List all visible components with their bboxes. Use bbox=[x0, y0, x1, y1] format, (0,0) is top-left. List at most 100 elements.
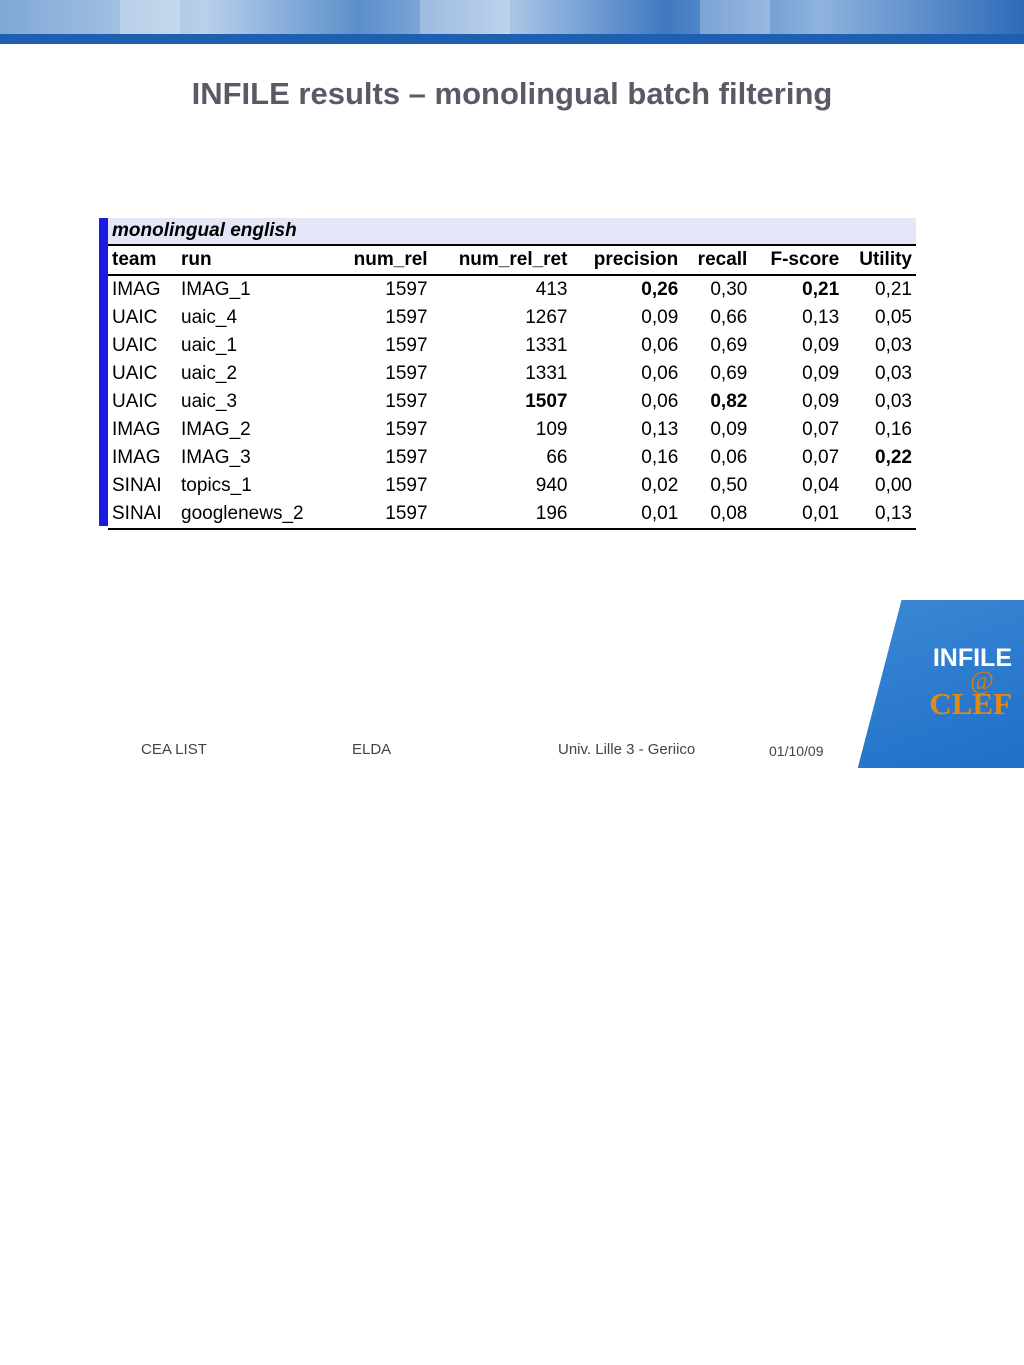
cell-precision: 0,01 bbox=[571, 500, 683, 530]
table-header-row: team run num_rel num_rel_ret precision r… bbox=[108, 245, 916, 276]
table-row: UAIC uaic_2 1597 1331 0,06 0,69 0,09 0,0… bbox=[108, 360, 916, 388]
cell-num-rel-ret: 1331 bbox=[525, 363, 568, 384]
cell-num-rel-ret: 1331 bbox=[525, 335, 568, 356]
cell-team: IMAG bbox=[112, 279, 161, 300]
footer-org-cea: CEA LIST bbox=[141, 741, 207, 758]
cell-precision: 0,26 bbox=[571, 275, 682, 304]
cell-num-rel-ret: 940 bbox=[535, 475, 568, 496]
table-row: IMAG IMAG_3 1597 66 0,16 0,06 0,07 0,22 bbox=[108, 444, 916, 472]
footer-org-lille: Univ. Lille 3 - Geriico bbox=[558, 741, 696, 758]
cell-team: UAIC bbox=[112, 307, 158, 328]
table-row: IMAG IMAG_1 1597 413 0,26 0,30 0,21 0,21 bbox=[108, 275, 916, 304]
header-num-rel: num_rel bbox=[333, 245, 432, 276]
results-table: monolingual english team run num_rel num… bbox=[108, 218, 916, 530]
cell-precision: 0,16 bbox=[641, 447, 679, 468]
cell-recall: 0,69 bbox=[710, 335, 748, 356]
banner-stripe bbox=[0, 34, 1024, 44]
cell-num-rel-ret: 196 bbox=[431, 500, 572, 530]
header-team: team bbox=[108, 245, 178, 276]
table-row: UAIC uaic_4 1597 1267 0,09 0,66 0,13 0,0… bbox=[108, 304, 916, 332]
cell-precision: 0,02 bbox=[641, 475, 679, 496]
cell-num-rel: 1597 bbox=[385, 475, 428, 496]
cell-utility: 0,03 bbox=[875, 363, 912, 384]
cell-num-rel: 1597 bbox=[385, 447, 428, 468]
cell-num-rel: 1597 bbox=[385, 279, 428, 300]
cell-precision: 0,06 bbox=[641, 335, 679, 356]
infile-clef-logo: INFILE @ CLEF 18 bbox=[849, 600, 1024, 1364]
cell-precision: 0,13 bbox=[641, 419, 679, 440]
cell-precision-best: 0,26 bbox=[641, 279, 679, 300]
logo-clef-text: CLEF bbox=[929, 686, 1012, 721]
cell-run: uaic_2 bbox=[181, 363, 238, 384]
cell-precision: 0,06 bbox=[641, 363, 679, 384]
top-banner bbox=[0, 0, 1024, 44]
cell-utility-best: 0,22 bbox=[875, 447, 912, 468]
table-row: SINAI topics_1 1597 940 0,02 0,50 0,04 0… bbox=[108, 472, 916, 500]
logo-at-sign: @ bbox=[970, 666, 994, 695]
cell-team: IMAG bbox=[112, 447, 161, 468]
cell-precision: 0,06 bbox=[641, 391, 679, 412]
cell-precision: 0,09 bbox=[641, 307, 679, 328]
cell-recall: 0,50 bbox=[710, 475, 748, 496]
cell-team: UAIC bbox=[112, 335, 158, 356]
cell-fscore: 0,07 bbox=[802, 419, 840, 440]
cell-run: IMAG_3 bbox=[181, 447, 251, 468]
cell-utility: 0,22 bbox=[843, 444, 916, 472]
section-label: monolingual english bbox=[108, 218, 916, 246]
footer-org-elda: ELDA bbox=[352, 741, 392, 758]
logo-infile-text: INFILE bbox=[932, 644, 1012, 672]
header-fscore: F-score bbox=[751, 245, 844, 276]
cell-fscore: 0,13 bbox=[802, 307, 840, 328]
cell-run: uaic_1 bbox=[181, 335, 238, 356]
header-recall: recall bbox=[682, 245, 752, 276]
cell-num-rel-ret-best: 1507 bbox=[525, 391, 568, 412]
table-row: IMAG IMAG_2 1597 109 0,13 0,09 0,07 0,16 bbox=[108, 416, 916, 444]
cell-run: IMAG_1 bbox=[181, 279, 251, 300]
cell-recall: 0,82 bbox=[682, 388, 751, 416]
cell-fscore: 0,09 bbox=[802, 363, 840, 384]
cell-recall: 0,66 bbox=[710, 307, 748, 328]
cell-run: IMAG_2 bbox=[181, 419, 251, 440]
cell-run: topics_1 bbox=[181, 475, 252, 496]
slide-title: INFILE results – monolingual batch filte… bbox=[191, 76, 833, 111]
cell-utility: 0,21 bbox=[875, 279, 912, 300]
table-section-row: monolingual english bbox=[108, 218, 916, 246]
cell-fscore: 0,01 bbox=[751, 500, 844, 530]
cell-recall: 0,08 bbox=[682, 500, 752, 530]
cell-recall: 0,30 bbox=[710, 279, 748, 300]
cell-num-rel: 1597 bbox=[385, 335, 428, 356]
cell-num-rel: 1597 bbox=[385, 363, 428, 384]
header-run: run bbox=[177, 245, 334, 276]
cell-num-rel: 1597 bbox=[333, 500, 432, 530]
table-row: SINAI googlenews_2 1597 196 0,01 0,08 0,… bbox=[108, 500, 916, 530]
table-row: UAIC uaic_1 1597 1331 0,06 0,69 0,09 0,0… bbox=[108, 332, 916, 360]
cell-team: UAIC bbox=[112, 363, 158, 384]
cell-num-rel-ret: 109 bbox=[535, 419, 568, 440]
cell-fscore: 0,09 bbox=[802, 391, 840, 412]
cell-fscore: 0,21 bbox=[751, 275, 843, 304]
footer-date: 01/10/09 bbox=[769, 743, 824, 759]
cell-num-rel-ret: 66 bbox=[546, 447, 568, 468]
cell-fscore: 0,04 bbox=[802, 475, 840, 496]
cell-run: uaic_3 bbox=[181, 391, 238, 412]
cell-run: googlenews_2 bbox=[177, 500, 334, 530]
header-num-rel-ret: num_rel_ret bbox=[431, 245, 572, 276]
cell-utility: 0,03 bbox=[875, 335, 912, 356]
cell-utility: 0,05 bbox=[875, 307, 912, 328]
cell-recall-best: 0,82 bbox=[710, 391, 748, 412]
cell-fscore-best: 0,21 bbox=[802, 279, 840, 300]
cell-utility: 0,00 bbox=[875, 475, 912, 496]
cell-run: uaic_4 bbox=[181, 307, 238, 328]
cell-team: SINAI bbox=[112, 475, 162, 496]
table-accent-bar bbox=[99, 218, 108, 526]
header-utility: Utility bbox=[843, 245, 916, 276]
cell-utility: 0,16 bbox=[875, 419, 912, 440]
logo-background bbox=[857, 600, 1024, 768]
cell-num-rel-ret: 1267 bbox=[525, 307, 568, 328]
cell-recall: 0,09 bbox=[710, 419, 748, 440]
cell-num-rel-ret: 1507 bbox=[432, 388, 572, 416]
cell-fscore: 0,07 bbox=[802, 447, 840, 468]
cell-num-rel: 1597 bbox=[385, 307, 428, 328]
cell-num-rel: 1597 bbox=[385, 419, 428, 440]
cell-team: SINAI bbox=[108, 500, 178, 530]
